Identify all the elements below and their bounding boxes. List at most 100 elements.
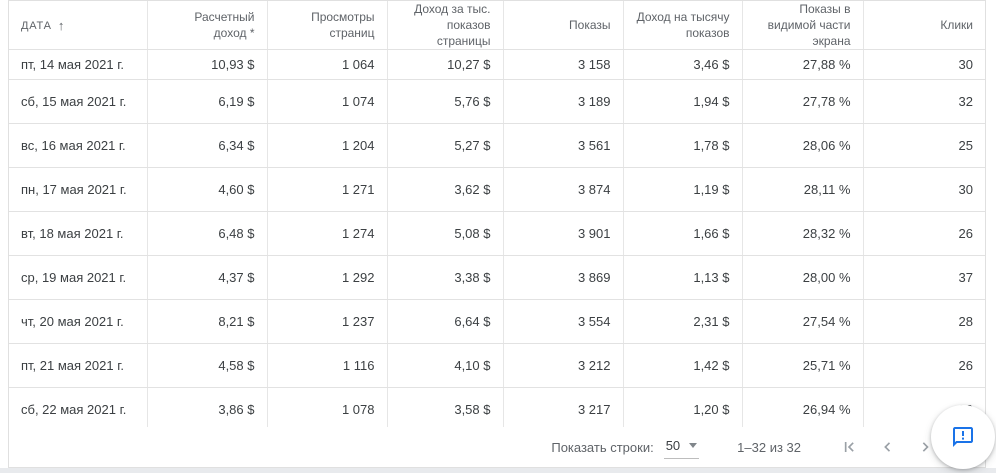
table-cell-clicks: 30 xyxy=(862,49,985,80)
table-row: пт, 21 мая 2021 г. 4,58 $ 1 116 4,10 $ 3… xyxy=(9,343,985,388)
table-cell-impressions: 3 554 xyxy=(502,299,623,344)
table-cell-viewability: 28,00 % xyxy=(741,255,863,300)
table-body: пт, 14 мая 2021 г. 10,93 $ 1 064 10,27 $… xyxy=(9,49,985,432)
table-row: чт, 20 мая 2021 г. 8,21 $ 1 237 6,64 $ 3… xyxy=(9,299,985,344)
table-cell-date: вс, 16 мая 2021 г. xyxy=(9,123,147,168)
table-cell-date: пт, 14 мая 2021 г. xyxy=(9,49,147,80)
previous-page-button[interactable] xyxy=(873,433,901,461)
pagination-controls xyxy=(835,433,939,461)
table-cell-impressions: 3 901 xyxy=(502,211,623,256)
table-cell-page-rpm: 3,58 $ xyxy=(386,387,503,432)
feedback-button[interactable] xyxy=(931,405,995,469)
table-cell-impressions: 3 561 xyxy=(502,123,623,168)
table-cell-page-views: 1 274 xyxy=(266,211,387,256)
table-cell-clicks: 32 xyxy=(862,79,985,124)
column-header-clicks[interactable]: Клики xyxy=(862,1,985,50)
table-cell-date: сб, 15 мая 2021 г. xyxy=(9,79,147,124)
table-cell-clicks: 26 xyxy=(862,343,985,388)
rows-per-page-value: 50 xyxy=(665,437,681,453)
table-cell-impression-rpm: 1,19 $ xyxy=(622,167,742,212)
feedback-icon xyxy=(953,427,973,447)
table-cell-viewability: 27,54 % xyxy=(741,299,863,344)
column-header-label: Доход на тысячу показов xyxy=(636,10,730,40)
table-footer: Показать строки: 50 1–32 из 32 xyxy=(9,427,985,467)
report-table-card: ДАТА ↑ Расчетный доход * Просмотры страни… xyxy=(8,0,986,468)
first-page-button[interactable] xyxy=(835,433,863,461)
table-cell-impression-rpm: 1,13 $ xyxy=(622,255,742,300)
table-row: вс, 16 мая 2021 г. 6,34 $ 1 204 5,27 $ 3… xyxy=(9,123,985,168)
table-cell-page-rpm: 3,38 $ xyxy=(386,255,503,300)
table-row: ср, 19 мая 2021 г. 4,37 $ 1 292 3,38 $ 3… xyxy=(9,255,985,300)
table-header: ДАТА ↑ Расчетный доход * Просмотры страни… xyxy=(9,1,985,50)
column-header-label: Показы в видимой части экрана xyxy=(767,2,851,48)
table-row: сб, 15 мая 2021 г. 6,19 $ 1 074 5,76 $ 3… xyxy=(9,79,985,124)
column-header-estimated-earnings[interactable]: Расчетный доход * xyxy=(146,1,267,50)
table-cell-page-rpm: 4,10 $ xyxy=(386,343,503,388)
report-table: ДАТА ↑ Расчетный доход * Просмотры страни… xyxy=(9,1,985,432)
table-cell-page-views: 1 292 xyxy=(266,255,387,300)
table-cell-impressions: 3 158 xyxy=(502,49,623,80)
column-header-label: Расчетный доход * xyxy=(194,10,255,40)
table-cell-date: пн, 17 мая 2021 г. xyxy=(9,167,147,212)
table-cell-viewability: 25,71 % xyxy=(741,343,863,388)
table-cell-impression-rpm: 1,66 $ xyxy=(622,211,742,256)
table-cell-estimated-earnings: 8,21 $ xyxy=(146,299,267,344)
table-cell-clicks: 25 xyxy=(862,123,985,168)
table-cell-page-rpm: 5,27 $ xyxy=(386,123,503,168)
table-cell-impression-rpm: 1,20 $ xyxy=(622,387,742,432)
column-header-date[interactable]: ДАТА ↑ xyxy=(9,1,147,50)
table-cell-page-views: 1 271 xyxy=(266,167,387,212)
table-cell-impressions: 3 869 xyxy=(502,255,623,300)
table-cell-date: чт, 20 мая 2021 г. xyxy=(9,299,147,344)
table-row: пт, 14 мая 2021 г. 10,93 $ 1 064 10,27 $… xyxy=(9,49,985,80)
rows-per-page-label: Показать строки: xyxy=(551,439,654,455)
table-cell-impressions: 3 189 xyxy=(502,79,623,124)
column-header-label: ДАТА xyxy=(21,19,52,32)
table-cell-page-rpm: 5,76 $ xyxy=(386,79,503,124)
table-cell-viewability: 28,11 % xyxy=(741,167,863,212)
chevron-right-icon xyxy=(922,442,929,452)
table-cell-page-views: 1 116 xyxy=(266,343,387,388)
table-cell-viewability: 27,78 % xyxy=(741,79,863,124)
column-header-label: Просмотры страниц xyxy=(311,10,375,40)
table-cell-page-views: 1 204 xyxy=(266,123,387,168)
next-page-button[interactable] xyxy=(911,433,939,461)
table-cell-impression-rpm: 3,46 $ xyxy=(622,49,742,80)
table-row: вт, 18 мая 2021 г. 6,48 $ 1 274 5,08 $ 3… xyxy=(9,211,985,256)
table-cell-viewability: 28,32 % xyxy=(741,211,863,256)
table-cell-viewability: 26,94 % xyxy=(741,387,863,432)
table-cell-page-rpm: 10,27 $ xyxy=(386,49,503,80)
table-cell-impressions: 3 217 xyxy=(502,387,623,432)
table-cell-date: ср, 19 мая 2021 г. xyxy=(9,255,147,300)
table-cell-page-rpm: 3,62 $ xyxy=(386,167,503,212)
table-cell-clicks: 37 xyxy=(862,255,985,300)
chevron-left-icon xyxy=(884,442,891,452)
table-cell-page-rpm: 6,64 $ xyxy=(386,299,503,344)
table-cell-viewability: 28,06 % xyxy=(741,123,863,168)
table-cell-clicks: 28 xyxy=(862,299,985,344)
sort-ascending-icon: ↑ xyxy=(57,17,65,33)
table-cell-estimated-earnings: 10,93 $ xyxy=(146,49,267,80)
column-header-impression-rpm[interactable]: Доход на тысячу показов xyxy=(622,1,742,50)
table-row: пн, 17 мая 2021 г. 4,60 $ 1 271 3,62 $ 3… xyxy=(9,167,985,212)
table-cell-impression-rpm: 1,78 $ xyxy=(622,123,742,168)
table-cell-date: сб, 22 мая 2021 г. xyxy=(9,387,147,432)
table-cell-estimated-earnings: 6,19 $ xyxy=(146,79,267,124)
rows-per-page-select[interactable]: 50 xyxy=(663,436,700,459)
table-cell-estimated-earnings: 4,60 $ xyxy=(146,167,267,212)
table-cell-estimated-earnings: 3,86 $ xyxy=(146,387,267,432)
table-cell-page-views: 1 237 xyxy=(266,299,387,344)
page-background-band xyxy=(0,468,996,473)
table-cell-date: пт, 21 мая 2021 г. xyxy=(9,343,147,388)
table-cell-page-views: 1 064 xyxy=(266,49,387,80)
table-cell-estimated-earnings: 4,58 $ xyxy=(146,343,267,388)
table-cell-estimated-earnings: 6,48 $ xyxy=(146,211,267,256)
column-header-page-rpm[interactable]: Доход за тыс. показов страницы xyxy=(386,1,503,50)
dropdown-caret-icon xyxy=(689,442,698,448)
column-header-impressions[interactable]: Показы xyxy=(502,1,623,50)
column-header-page-views[interactable]: Просмотры страниц xyxy=(266,1,387,50)
table-row: сб, 22 мая 2021 г. 3,86 $ 1 078 3,58 $ 3… xyxy=(9,387,985,432)
column-header-label: Клики xyxy=(940,18,973,32)
column-header-viewability[interactable]: Показы в видимой части экрана xyxy=(741,1,863,50)
table-cell-viewability: 27,88 % xyxy=(741,49,863,80)
